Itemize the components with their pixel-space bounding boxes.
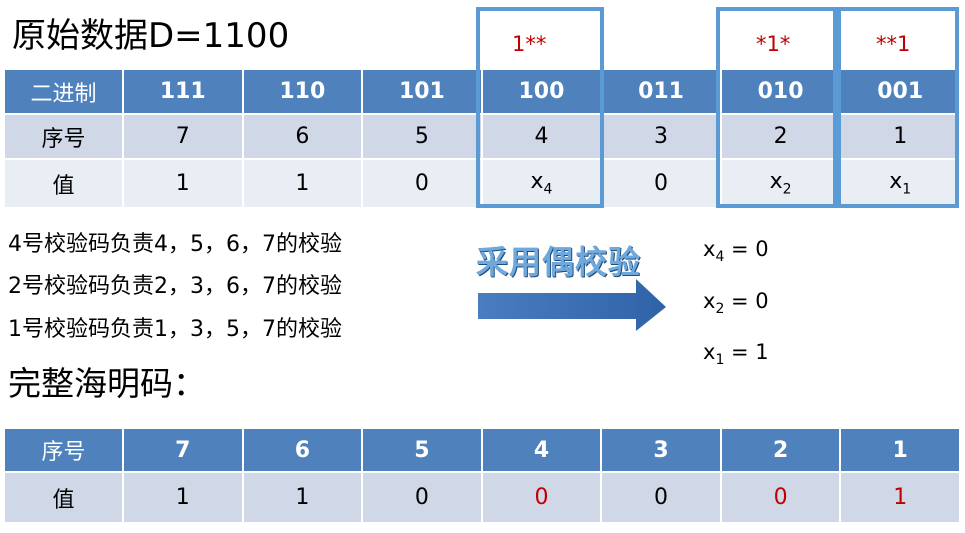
equation-x4: x4 = 0: [703, 234, 769, 272]
header-cell: 7: [124, 429, 242, 471]
header-cell: 001: [841, 70, 959, 113]
row-label: 序号: [5, 115, 122, 158]
table-cell-check-bit: 0: [721, 473, 840, 522]
right-arrow-icon: [478, 279, 666, 331]
eq-sub: 4: [715, 249, 725, 266]
subscript: 1: [902, 181, 912, 198]
table-cell: 6: [243, 115, 362, 158]
var-x: x: [889, 169, 903, 195]
highlight-label-1: **1: [876, 32, 911, 56]
table-cell: 7: [124, 115, 242, 158]
eq-rest: = 1: [724, 340, 769, 364]
table-cell: 1: [243, 160, 362, 207]
table-row: 值 1 1 0 0 0 0 1: [5, 473, 959, 522]
var-x: x: [530, 169, 544, 195]
table-header-row: 序号 7 6 5 4 3 2 1: [5, 429, 959, 471]
header-cell: 110: [243, 70, 362, 113]
table-cell: 1: [841, 115, 959, 158]
table-row: 值 1 1 0 x4 0 x2 x1: [5, 160, 959, 207]
highlight-box-4: [476, 7, 604, 208]
header-cell: 4: [482, 429, 601, 471]
subscript: 2: [782, 181, 792, 198]
eq-rest: = 0: [724, 237, 769, 261]
page-title: 原始数据D=1100: [12, 16, 290, 56]
table-cell: 0: [602, 473, 720, 522]
header-cell: 二进制: [5, 70, 122, 113]
header-cell: 6: [243, 429, 362, 471]
responsibility-line: 1号校验码负责1，3，5，7的校验: [8, 317, 342, 342]
row-label: 值: [5, 473, 122, 522]
eq-sub: 2: [715, 301, 725, 318]
highlight-box-2: [716, 7, 837, 208]
eq-var: x: [703, 340, 716, 364]
eq-var: x: [703, 289, 716, 313]
table-row: 序号 7 6 5 4 3 2 1: [5, 115, 959, 158]
table-cell-check-bit: 1: [841, 473, 959, 522]
binary-table: 二进制 111 110 101 100 011 010 001 序号 7 6 5…: [3, 68, 961, 209]
row-label: 值: [5, 160, 122, 207]
equation-x2: x2 = 0: [703, 286, 769, 324]
header-cell: 2: [721, 429, 840, 471]
header-cell: 100: [482, 70, 601, 113]
table-cell: 1: [243, 473, 362, 522]
table-cell: 1: [124, 160, 242, 207]
table-cell-check-x4: x4: [482, 160, 601, 207]
subscript: 4: [543, 181, 553, 198]
hamming-title: 完整海明码：: [8, 364, 206, 403]
even-parity-label: 采用偶校验: [476, 243, 642, 281]
var-x: x: [769, 169, 783, 195]
header-cell: 1: [841, 429, 959, 471]
table-cell: 2: [721, 115, 840, 158]
highlight-label-4: 1**: [512, 32, 547, 56]
table-cell-check-bit: 0: [482, 473, 601, 522]
table-cell-check-x2: x2: [721, 160, 840, 207]
header-cell: 011: [602, 70, 720, 113]
eq-var: x: [703, 237, 716, 261]
table-cell-check-x1: x1: [841, 160, 959, 207]
eq-sub: 1: [715, 352, 725, 369]
header-cell: 010: [721, 70, 840, 113]
table-cell: 3: [602, 115, 720, 158]
responsibility-line: 4号校验码负责4，5，6，7的校验: [8, 232, 342, 257]
responsibility-line: 2号校验码负责2，3，6，7的校验: [8, 274, 342, 299]
table-cell: 0: [363, 473, 481, 522]
highlight-box-1: [837, 7, 959, 208]
header-cell: 序号: [5, 429, 122, 471]
table-cell: 1: [124, 473, 242, 522]
header-cell: 101: [363, 70, 481, 113]
header-cell: 111: [124, 70, 242, 113]
hamming-table: 序号 7 6 5 4 3 2 1 值 1 1 0 0 0 0 1: [3, 427, 961, 524]
equation-x1: x1 = 1: [703, 337, 769, 375]
table-cell: 5: [363, 115, 481, 158]
table-cell: 0: [363, 160, 481, 207]
header-cell: 5: [363, 429, 481, 471]
table-cell: 4: [482, 115, 601, 158]
highlight-label-2: *1*: [756, 32, 791, 56]
table-header-row: 二进制 111 110 101 100 011 010 001: [5, 70, 959, 113]
header-cell: 3: [602, 429, 720, 471]
table-cell: 0: [602, 160, 720, 207]
eq-rest: = 0: [724, 289, 769, 313]
